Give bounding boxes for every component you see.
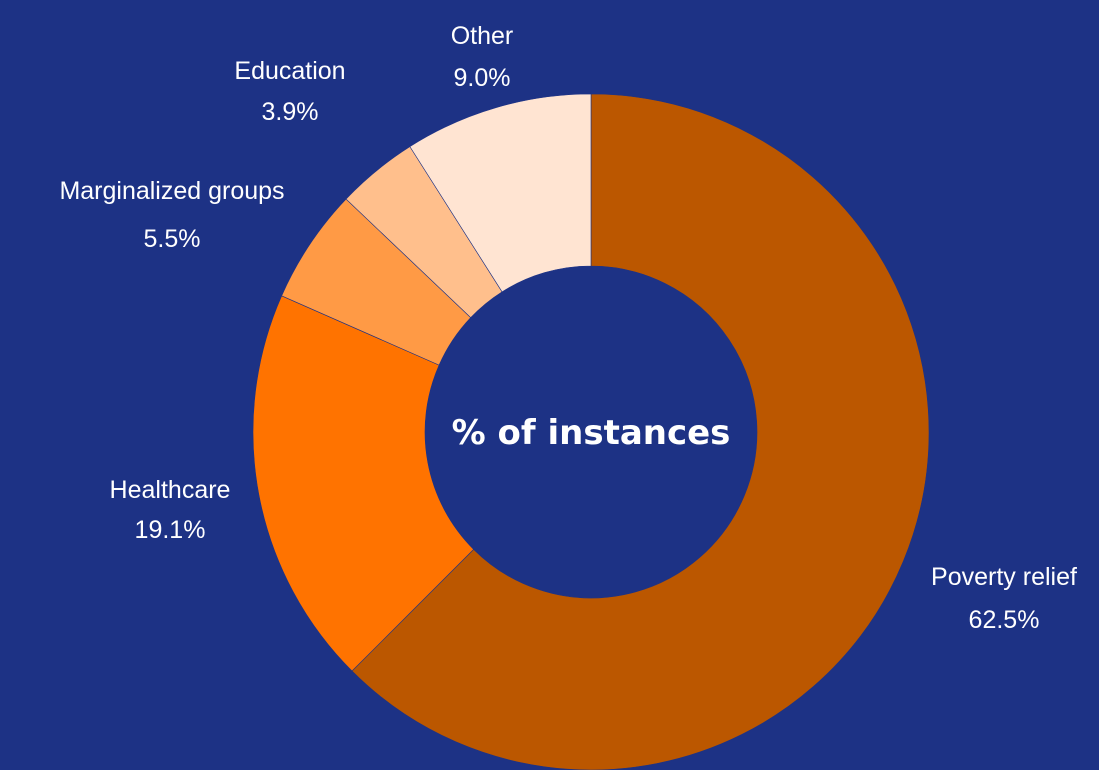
slice-label-education: Education — [234, 57, 345, 85]
donut-slices — [252, 93, 930, 770]
slice-poverty-relief — [351, 93, 930, 770]
slice-value-other: 9.0% — [454, 64, 511, 92]
slice-label-poverty-relief: Poverty relief — [931, 563, 1077, 591]
slice-label-healthcare: Healthcare — [110, 476, 231, 504]
slice-healthcare — [252, 295, 475, 672]
slice-labels: Poverty relief 62.5% Healthcare 19.1% Margin… — [59, 22, 1077, 634]
center-title: % of instances — [452, 413, 731, 453]
slice-other — [409, 93, 592, 293]
slice-label-marginalized-groups: Marginalized groups — [59, 177, 284, 205]
slice-value-poverty-relief: 62.5% — [969, 606, 1040, 634]
slice-value-healthcare: 19.1% — [135, 516, 206, 544]
slice-value-education: 3.9% — [262, 98, 319, 126]
slice-label-other: Other — [451, 22, 514, 50]
slice-value-marginalized-groups: 5.5% — [144, 225, 201, 253]
